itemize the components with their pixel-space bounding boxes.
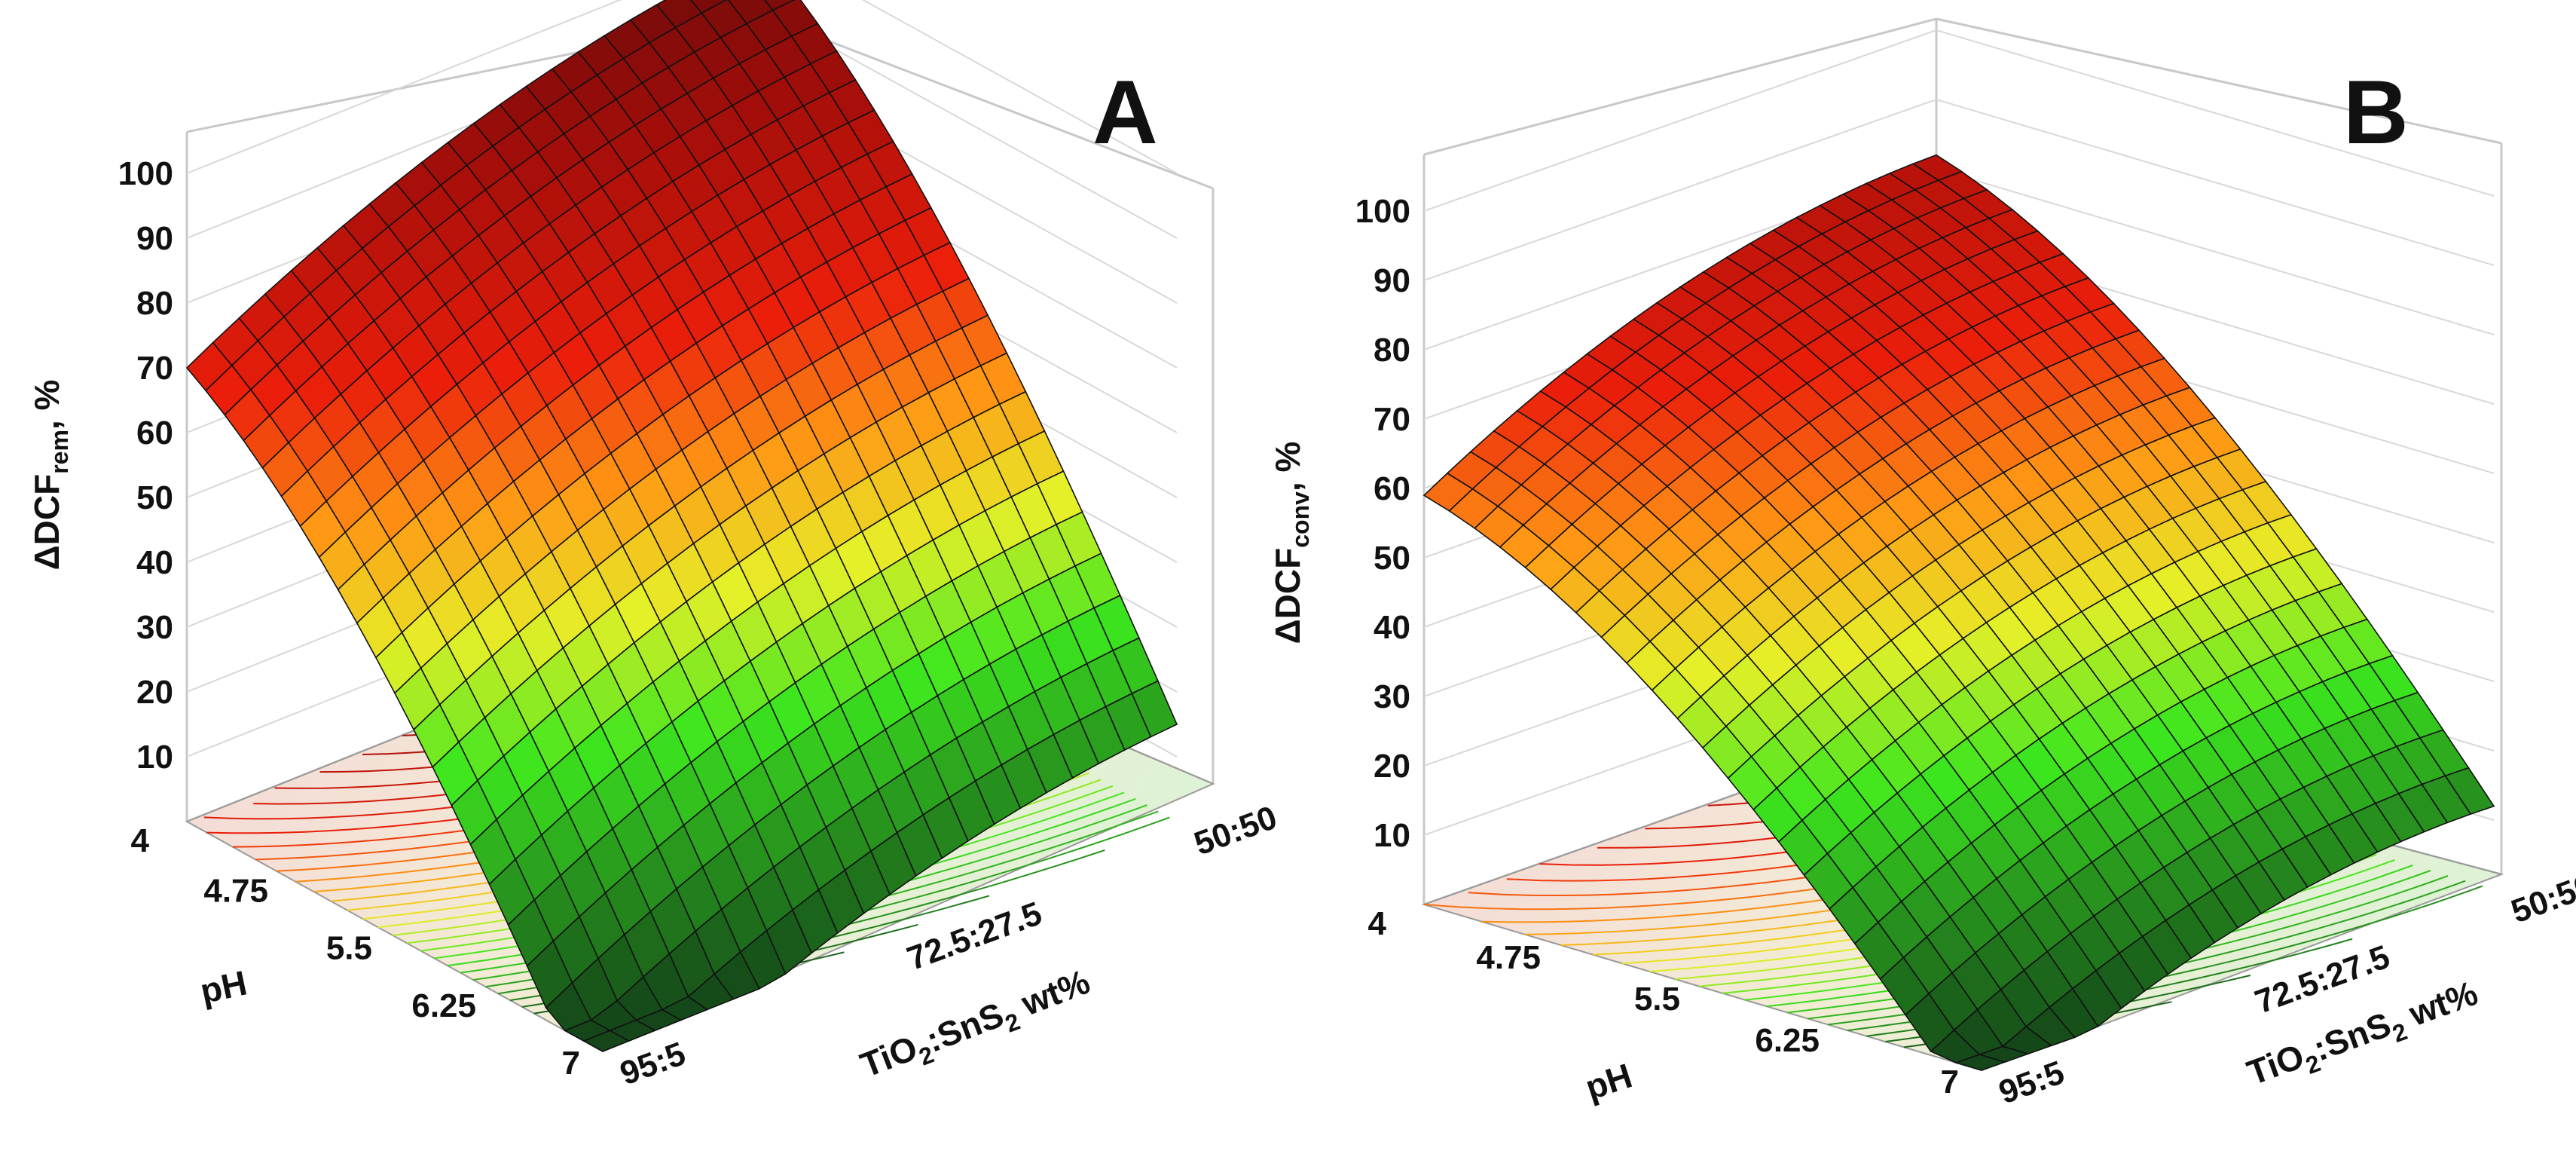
ph-tick-labels-a: 4 4.75 5.5 6.25 7 [131,822,580,1082]
ph-tick-label: 6.25 [1755,1022,1820,1059]
box-line [1936,17,2502,145]
z-tick-labels-a: 10 20 30 40 50 60 70 80 90 100 [118,155,173,776]
z-axis-label-a: ΔDCFrem, % [27,380,73,571]
tio2-tick-label: 50:50 [2507,867,2576,931]
z-gridline [1423,29,2495,212]
z-tick-label: 40 [1374,609,1410,646]
surface-b [1422,154,2495,1071]
z-label-subscript: rem [46,430,73,474]
z-gridline [1423,98,2495,281]
z-tick-label: 80 [136,285,173,322]
ph-tick-label: 7 [562,1045,580,1082]
ph-tick-labels-b: 4 4.75 5.5 6.25 7 [1368,905,1959,1100]
chart-panel-a: 10 20 30 40 50 60 70 80 90 100 4 4.75 5.5 6.25 7 95:5… [27,0,1282,1092]
z-tick-label: 70 [1374,401,1410,438]
surface-cell [1954,1054,2007,1071]
panel-label-a: A [1092,62,1158,163]
z-tick-label: 30 [1374,678,1410,715]
ph-tick-label: 4 [1368,905,1387,942]
box-line [1423,17,1937,156]
z-label-subscript: conv [1287,491,1314,548]
ph-tick-label: 4.75 [1476,939,1541,976]
tio2-tick-label: 50:50 [1190,799,1282,863]
box-line [760,14,1214,190]
z-tick-label: 10 [1374,817,1410,854]
ph-tick-label: 5.5 [1634,981,1680,1018]
panel-label-b: B [2343,62,2409,163]
z-axis-label-b: ΔDCFconv, % [1268,442,1314,644]
ph-tick-label: 6.25 [411,987,476,1024]
surface-a [185,0,1178,1052]
z-tick-labels-b: 10 20 30 40 50 60 70 80 90 100 [1355,193,1410,854]
ph-tick-label: 4 [131,822,150,859]
ph-tick-label: 5.5 [326,930,372,967]
z-tick-label: 30 [136,609,173,646]
z-tick-label: 60 [136,415,173,451]
tio2-tick-label: 95:5 [616,1035,691,1092]
z-tick-label: 50 [1374,540,1410,577]
z-tick-label: 10 [136,739,173,776]
z-gridline [186,0,1178,174]
surface-cell [582,1030,631,1052]
z-tick-label: 90 [136,220,173,257]
ph-tick-label: 4.75 [203,872,268,909]
z-tick-label: 100 [1355,193,1410,230]
z-tick-label: 20 [1374,748,1410,785]
z-tick-label: 90 [1374,262,1410,299]
tio2-axis-label-a: TiO2:SnS2 wt% [855,962,1098,1091]
ph-tick-label: 7 [1941,1064,1959,1100]
z-tick-label: 60 [1374,470,1410,507]
z-tick-label: 20 [136,674,173,711]
z-tick-label: 50 [136,479,173,516]
ph-axis-label-a: pH [197,963,250,1012]
z-tick-label: 40 [136,544,173,581]
z-tick-label: 100 [118,155,173,192]
z-tick-label: 70 [136,350,173,387]
ph-axis-label-b: pH [1581,1056,1636,1107]
z-tick-label: 80 [1374,332,1410,369]
